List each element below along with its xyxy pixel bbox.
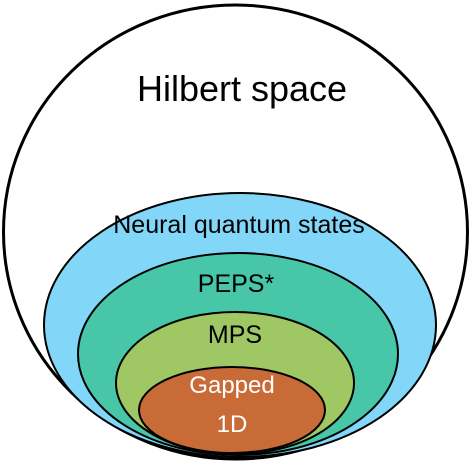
gapped-label-line2: 1D <box>217 411 248 438</box>
peps-label: PEPS* <box>198 270 275 298</box>
gapped-1d-region <box>138 366 326 454</box>
mps-label: MPS <box>208 321 262 349</box>
neural-quantum-states-label: Neural quantum states <box>113 211 365 239</box>
hilbert-space-label: Hilbert space <box>137 68 347 109</box>
gapped-label-line1: Gapped <box>189 372 274 399</box>
